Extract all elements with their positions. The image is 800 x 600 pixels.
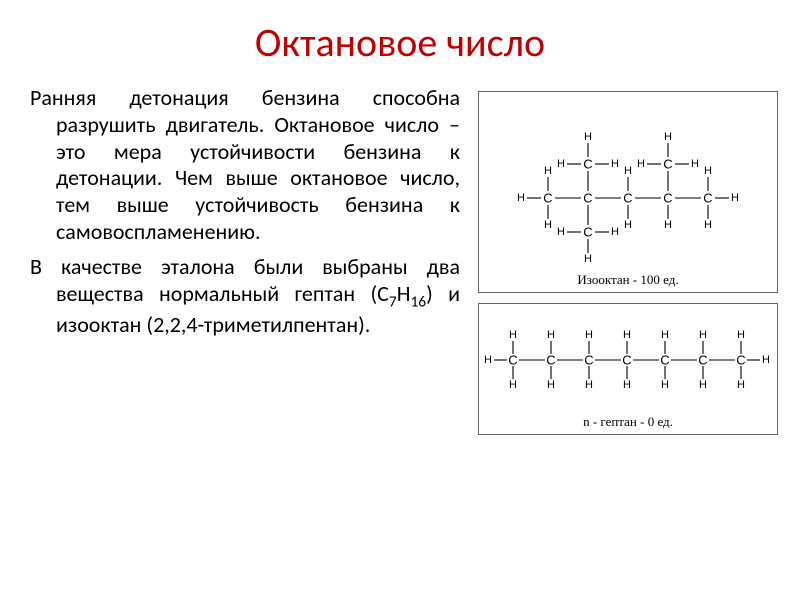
svg-text:C: C xyxy=(663,157,672,172)
svg-text:H: H xyxy=(624,219,632,231)
text-column: Ранняя детонация бензина способна разруш… xyxy=(30,85,460,435)
isooctane-structure: CHHHCCHHHCHHHCHHCCHHHHCHHH Изооктан - 10… xyxy=(478,91,778,293)
isooctane-diagram: CHHHCCHHHCHHHCHHCCHHHHCHHH xyxy=(483,98,773,268)
svg-text:C: C xyxy=(583,191,592,206)
svg-text:H: H xyxy=(637,158,645,170)
svg-text:C: C xyxy=(698,353,707,368)
svg-text:C: C xyxy=(583,225,592,240)
svg-text:H: H xyxy=(704,165,712,177)
svg-text:H: H xyxy=(731,192,739,204)
svg-text:H: H xyxy=(699,329,707,341)
svg-text:H: H xyxy=(623,379,631,391)
svg-text:H: H xyxy=(699,379,707,391)
svg-text:C: C xyxy=(622,353,631,368)
svg-text:C: C xyxy=(583,157,592,172)
svg-text:C: C xyxy=(546,353,555,368)
svg-text:H: H xyxy=(517,192,525,204)
svg-text:C: C xyxy=(584,353,593,368)
svg-text:H: H xyxy=(509,329,517,341)
paragraph-1: Ранняя детонация бензина способна разруш… xyxy=(30,85,460,246)
svg-text:H: H xyxy=(484,354,492,366)
svg-text:H: H xyxy=(762,354,770,366)
slide: Октановое число Ранняя детонация бензина… xyxy=(0,0,800,600)
svg-text:H: H xyxy=(737,329,745,341)
svg-text:H: H xyxy=(544,165,552,177)
svg-text:C: C xyxy=(736,353,745,368)
isooctane-caption: Изооктан - 100 ед. xyxy=(483,272,773,288)
heptane-structure: CHHHCHHCHHCHHCHHCHHCHHH n - гептан - 0 е… xyxy=(478,303,778,435)
svg-text:H: H xyxy=(611,158,619,170)
svg-text:H: H xyxy=(547,329,555,341)
svg-text:C: C xyxy=(623,191,632,206)
svg-text:C: C xyxy=(660,353,669,368)
heptane-caption: n - гептан - 0 ед. xyxy=(483,414,773,430)
svg-text:H: H xyxy=(661,329,669,341)
svg-text:H: H xyxy=(737,379,745,391)
svg-text:H: H xyxy=(584,253,592,265)
svg-text:H: H xyxy=(623,329,631,341)
svg-text:H: H xyxy=(585,379,593,391)
svg-text:H: H xyxy=(664,219,672,231)
svg-text:H: H xyxy=(704,219,712,231)
svg-text:H: H xyxy=(661,379,669,391)
svg-text:H: H xyxy=(544,219,552,231)
svg-text:C: C xyxy=(543,191,552,206)
svg-text:C: C xyxy=(703,191,712,206)
svg-text:H: H xyxy=(547,379,555,391)
svg-text:H: H xyxy=(624,165,632,177)
svg-text:C: C xyxy=(663,191,672,206)
svg-text:H: H xyxy=(585,329,593,341)
structures-column: CHHHCCHHHCHHHCHHCCHHHHCHHH Изооктан - 10… xyxy=(478,85,778,435)
svg-text:H: H xyxy=(664,131,672,143)
svg-text:H: H xyxy=(557,158,565,170)
svg-text:H: H xyxy=(691,158,699,170)
heptane-diagram: CHHHCHHCHHCHHCHHCHHCHHH xyxy=(483,310,773,410)
paragraph-2: В качестве эталона были выбраны два веще… xyxy=(30,254,460,339)
svg-text:H: H xyxy=(509,379,517,391)
svg-text:H: H xyxy=(584,131,592,143)
page-title: Октановое число xyxy=(30,18,770,67)
content-row: Ранняя детонация бензина способна разруш… xyxy=(30,85,770,435)
svg-text:C: C xyxy=(508,353,517,368)
svg-text:H: H xyxy=(557,226,565,238)
svg-text:H: H xyxy=(611,226,619,238)
